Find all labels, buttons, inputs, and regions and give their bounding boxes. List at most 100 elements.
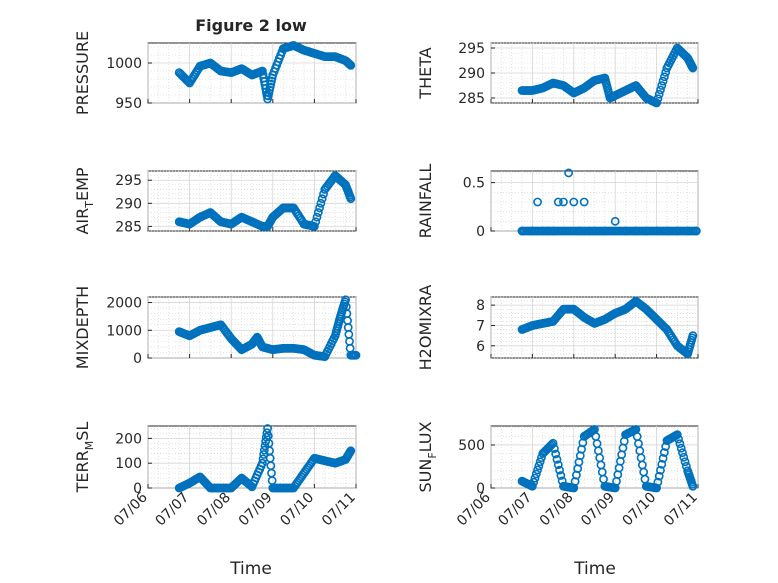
data-point [688,331,698,341]
data-point [531,469,541,479]
data-point [552,454,562,464]
data-point [556,471,566,480]
data-point [528,481,537,491]
y-axis-title: PRESSURE [73,31,92,115]
y-tick-label: 8 [476,298,485,314]
y-tick-label: 0 [476,481,485,497]
series-theta [517,43,698,108]
x-tick-label: 07/08 [537,490,577,530]
data-point [548,438,558,448]
y-tick-label: 285 [458,91,485,107]
x-tick-label: 07/06 [454,489,494,529]
data-point [659,72,669,82]
y-tick-label: 1000 [106,323,142,339]
data-point [351,350,361,360]
y-tick-label: 290 [458,66,485,82]
data-point [346,194,356,204]
x-tick-label: 07/09 [236,490,276,530]
x-tick-label: 07/11 [661,490,701,530]
y-tick-label: 0 [133,481,142,497]
subplot-theta: 285 290 295 THETA [416,41,699,108]
x-tick-label: 07/07 [495,490,535,530]
y-axis-title: AIRTEMP [73,167,96,234]
data-point [311,217,321,227]
data-point [549,444,559,454]
data-point [674,434,683,444]
x-tick-label: 07/11 [319,490,359,530]
data-point [688,63,698,73]
data-point [654,89,664,99]
data-point [680,457,690,467]
subplot-pressure: 950 1000 PRESSURE [73,31,357,115]
series-air_temp [174,171,356,231]
series-h2omixra [517,296,698,359]
series-sun_flux [517,425,698,493]
data-point [346,446,356,456]
data-point [533,197,542,207]
data-point [657,459,667,469]
data-point [676,443,686,453]
y-tick-label: 500 [458,438,485,454]
data-point [316,198,326,208]
y-axis-title: THETA [416,47,435,99]
data-point [346,61,356,70]
y-tick-label: 295 [115,173,142,189]
data-point [579,197,589,207]
data-point [553,197,563,207]
x-axis-title-right: Time [573,559,616,579]
x-tick-label: 07/08 [194,490,234,530]
series-mixdepth [174,295,361,362]
data-point [534,461,544,471]
data-point [555,465,564,475]
data-point [569,197,579,207]
y-axis-title: MIXDEPTH [73,286,92,369]
x-tick-label: 07/07 [153,490,193,530]
data-point [313,208,323,217]
data-point [182,76,192,85]
x-tick-label: 07/10 [620,490,660,530]
data-point [652,483,661,493]
data-point [672,430,682,440]
y-axis-title: H2OMIXRA [416,285,435,371]
data-point [559,197,568,207]
data-point [691,226,701,236]
data-point [551,449,561,459]
data-point [257,458,267,468]
series-pressure [174,41,356,104]
data-point [658,453,668,463]
figure-title: Figure 2 low [195,16,307,35]
y-tick-label: 100 [115,456,142,472]
data-point [675,439,685,449]
y-axis-title: SUNFLUX [416,421,439,492]
data-point [659,448,669,457]
data-point [657,81,667,90]
y-tick-label: 6 [476,339,485,355]
x-tick-label: 07/06 [111,489,151,529]
data-point [656,465,665,475]
data-point [530,473,540,483]
data-point [610,216,620,226]
y-tick-label: 7 [476,318,485,334]
data-point [679,452,689,462]
data-point [653,477,663,487]
y-axis-title: TERRMSL [73,422,96,494]
data-point [653,94,663,104]
subplot-mixdepth: 0 1000 2000 MIXDEPTH [73,286,361,369]
subplot-rainfall: 0 0.5 RAINFALL [416,164,701,240]
grid [490,171,699,232]
y-tick-label: 2000 [106,296,142,312]
data-point [564,168,574,178]
x-tick-label: 07/09 [578,490,618,530]
data-point [533,465,542,475]
y-tick-label: 1000 [106,56,142,72]
y-tick-label: 950 [115,96,142,112]
data-point [312,212,322,222]
y-tick-label: 200 [115,431,142,447]
data-point [529,477,539,487]
subplot-sun_flux: 0 500 07/06 07/07 07/08 07/09 07/10 07/11 SUNFLU… [416,421,701,529]
y-axis-title: RAINFALL [416,164,435,239]
data-point [656,85,665,95]
subplot-terr_msl: 0 100 200 07/06 07/07 07/08 07/09 07/10 07/11 TER… [73,422,359,530]
